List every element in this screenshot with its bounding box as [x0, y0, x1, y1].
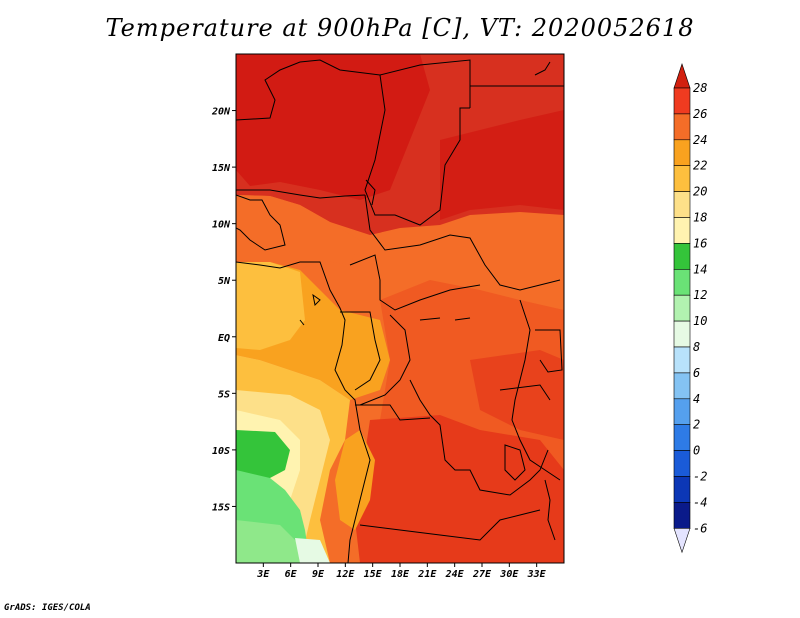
lon-tick-label: 18E	[391, 569, 410, 580]
lat-tick-label: 5S	[218, 389, 230, 400]
colorbar-swatch	[673, 87, 691, 115]
colorbar-label: 28	[693, 81, 707, 95]
colorbar-swatch	[673, 113, 691, 141]
colorbar-label: -6	[693, 521, 707, 535]
lat-tick-label: 5N	[218, 276, 231, 287]
grads-credit: GrADS: IGES/COLA	[4, 603, 91, 613]
colorbar-swatch	[673, 165, 691, 192]
colorbar-top-arrow	[673, 63, 691, 89]
colorbar-swatch	[673, 450, 691, 477]
colorbar-label: -4	[693, 495, 707, 509]
colorbar-label: 10	[693, 314, 707, 328]
colorbar-label: 2	[693, 418, 700, 432]
colorbar	[673, 63, 691, 554]
lat-tick-label: 10S	[212, 446, 230, 457]
colorbar-swatch	[673, 346, 691, 374]
colorbar-swatch	[673, 372, 691, 400]
lon-tick-label: 3E	[256, 569, 270, 580]
lon-tick-label: 30E	[499, 569, 519, 580]
colorbar-label: 26	[693, 107, 707, 121]
lat-tick-label: EQ	[218, 333, 230, 344]
lat-tick-label: 15N	[212, 163, 231, 174]
longitude-labels: 3E 6E 9E 12E 15E 18E 21E 24E 27E 30E 33E	[256, 569, 546, 580]
colorbar-label: 6	[693, 366, 700, 380]
colorbar-swatch	[673, 502, 691, 529]
colorbar-label: 24	[693, 133, 707, 147]
colorbar-label: 12	[693, 288, 707, 302]
colorbar-swatch	[673, 268, 691, 296]
lon-tick-label: 9E	[312, 569, 325, 580]
latitude-axis	[232, 110, 236, 507]
colorbar-bottom-arrow	[673, 528, 691, 554]
lon-tick-label: 33E	[527, 569, 547, 580]
lon-tick-label: 6E	[285, 569, 298, 580]
longitude-axis	[262, 563, 538, 567]
lat-tick-label: 20N	[211, 107, 231, 118]
colorbar-label: 14	[693, 262, 707, 276]
colorbar-swatch	[673, 476, 691, 503]
colorbar-label: 0	[693, 444, 700, 458]
colorbar-label: 20	[693, 185, 707, 199]
colorbar-label: 22	[693, 159, 707, 173]
lon-tick-label: 12E	[336, 569, 355, 580]
lat-tick-label: 15S	[212, 502, 230, 513]
colorbar-label: 8	[693, 340, 700, 354]
lon-tick-label: 24E	[445, 569, 465, 580]
colorbar-swatch	[673, 217, 691, 244]
colorbar-label: 16	[693, 236, 707, 250]
colorbar-swatch	[673, 191, 691, 218]
colorbar-swatch	[673, 243, 691, 270]
lon-tick-label: 15E	[364, 569, 383, 580]
colorbar-swatch	[673, 398, 691, 425]
country-borders	[236, 59, 564, 563]
colorbar-swatch	[673, 320, 691, 348]
map-title: Temperature at 900hPa [C], VT: 202005261…	[105, 14, 695, 42]
colorbar-label: 18	[693, 211, 707, 225]
colorbar-label: -2	[693, 470, 707, 484]
lon-tick-label: 21E	[417, 569, 437, 580]
colorbar-swatch	[673, 424, 691, 451]
lon-tick-label: 27E	[472, 569, 492, 580]
colorbar-swatch	[673, 294, 691, 322]
colorbar-label: 4	[693, 392, 700, 406]
latitude-labels: 20N 15N 10N 5N EQ 5S 10S 15S	[211, 107, 231, 514]
colorbar-swatch	[673, 139, 691, 167]
lat-tick-label: 10N	[212, 220, 231, 231]
